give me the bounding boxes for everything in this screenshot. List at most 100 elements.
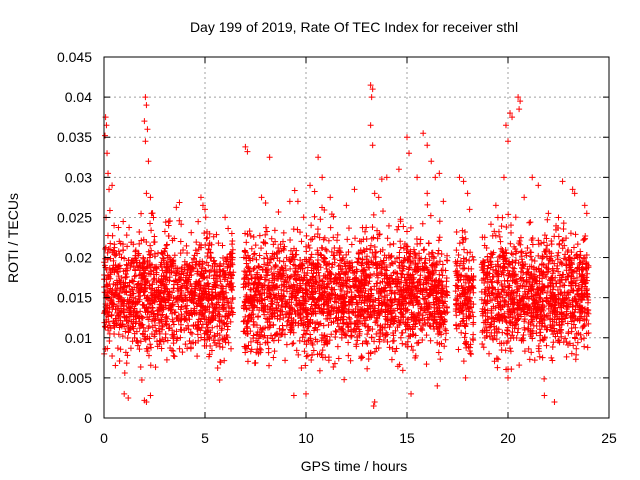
data-point	[432, 174, 439, 181]
data-point-cloud	[443, 278, 450, 285]
data-point-cloud	[144, 348, 151, 355]
data-point-cloud	[435, 237, 442, 244]
data-point-cloud	[423, 332, 430, 339]
data-point-cloud	[151, 233, 158, 240]
data-point	[143, 398, 150, 405]
data-point-cloud	[214, 364, 221, 371]
data-point-cloud	[143, 265, 150, 272]
data-point-cloud	[195, 218, 202, 225]
x-axis-label: GPS time / hours	[301, 458, 408, 474]
data-point-cloud	[527, 219, 534, 226]
data-point-cloud	[170, 285, 177, 292]
data-point-cloud	[181, 266, 188, 273]
data-point-cloud	[222, 336, 229, 343]
data-point-cloud	[227, 280, 234, 287]
data-point-cloud	[194, 353, 201, 360]
data-point-cloud	[109, 352, 116, 359]
data-point-cloud	[228, 287, 235, 294]
data-point-cloud	[130, 241, 137, 248]
data-point-cloud	[152, 364, 159, 371]
data-point-cloud	[209, 286, 216, 293]
data-point-cloud	[207, 317, 214, 324]
data-point-cloud	[245, 342, 252, 349]
data-point-cloud	[390, 240, 397, 247]
data-point-cloud	[137, 308, 144, 315]
data-point-cloud	[179, 296, 186, 303]
data-point	[375, 194, 382, 201]
data-point-cloud	[384, 235, 391, 242]
data-point-cloud	[308, 251, 315, 258]
data-point	[106, 186, 113, 193]
data-point-cloud	[158, 282, 165, 289]
data-point	[147, 392, 154, 399]
data-point	[571, 190, 578, 197]
data-point-cloud	[345, 339, 352, 346]
data-point-cloud	[198, 334, 205, 341]
data-point-cloud	[345, 225, 352, 232]
data-point-cloud	[177, 334, 184, 341]
data-point-cloud	[106, 207, 113, 214]
data-point-cloud	[173, 204, 180, 211]
data-point	[290, 392, 297, 399]
data-point-cloud	[130, 325, 137, 332]
data-point-cloud	[539, 354, 546, 361]
data-point-cloud	[188, 344, 194, 351]
data-point-cloud	[208, 254, 215, 261]
data-point-cloud	[419, 220, 426, 227]
data-point-cloud	[136, 259, 143, 266]
data-point-cloud	[291, 187, 298, 194]
data-point-cloud	[417, 240, 424, 247]
data-point-cloud	[388, 356, 395, 363]
data-point	[343, 202, 350, 209]
data-point	[404, 134, 410, 141]
data-point-cloud	[265, 349, 272, 356]
data-point-cloud	[530, 322, 537, 329]
data-point-cloud	[453, 229, 460, 236]
data-point-cloud	[165, 254, 172, 261]
data-point-cloud	[120, 218, 127, 225]
data-point-cloud	[550, 339, 557, 346]
data-point-cloud	[123, 288, 130, 295]
data-point-cloud	[134, 263, 141, 270]
data-point-cloud	[200, 295, 207, 302]
data-point-cloud	[118, 254, 125, 261]
y-axis-label: ROTI / TECUs	[5, 193, 21, 283]
data-point-cloud	[224, 299, 231, 306]
data-point-cloud	[537, 329, 544, 336]
data-point-cloud	[162, 269, 169, 276]
data-point-cloud	[386, 344, 393, 351]
data-point-cloud	[335, 355, 342, 362]
data-point-cloud	[128, 318, 135, 325]
data-point-cloud	[423, 361, 430, 368]
data-point-cloud	[140, 254, 147, 261]
data-point-cloud	[574, 241, 581, 248]
data-point-cloud	[325, 237, 332, 244]
data-point-cloud	[460, 358, 467, 365]
data-point-cloud	[123, 360, 130, 367]
data-point-cloud	[148, 296, 155, 303]
data-point-cloud	[188, 283, 195, 290]
data-point-cloud	[188, 297, 195, 304]
data-point-cloud	[157, 261, 164, 268]
data-point-cloud	[560, 220, 567, 227]
data-point-cloud	[162, 219, 169, 226]
data-point	[143, 190, 150, 197]
data-point-cloud	[347, 357, 354, 364]
data-point-cloud	[301, 348, 308, 355]
data-point	[371, 398, 378, 405]
data-point-cloud	[399, 367, 406, 374]
data-point-cloud	[556, 241, 563, 248]
data-point-cloud	[289, 340, 296, 347]
data-point-cloud	[414, 340, 421, 347]
data-point-cloud	[169, 301, 176, 308]
data-point-cloud	[516, 362, 523, 369]
data-point-cloud	[126, 224, 133, 231]
data-point-cloud	[115, 317, 122, 324]
data-point-cloud	[370, 211, 377, 218]
y-tick-label: 0.02	[65, 250, 92, 266]
data-point-cloud	[251, 265, 258, 272]
data-point	[144, 126, 151, 133]
data-point-cloud	[202, 268, 209, 275]
data-point-cloud	[194, 270, 201, 277]
